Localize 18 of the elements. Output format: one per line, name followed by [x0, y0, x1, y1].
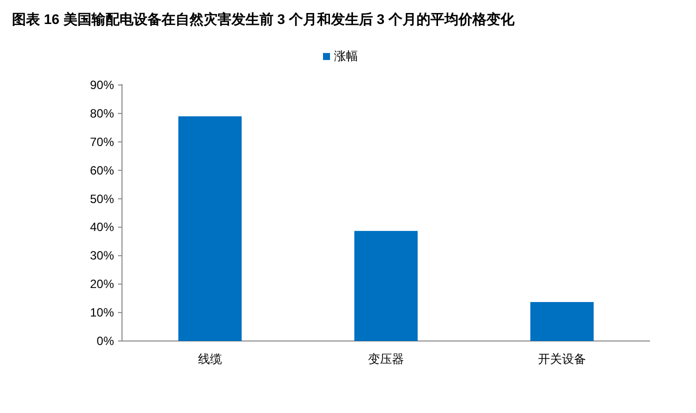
bar — [354, 230, 418, 341]
y-tick-label: 80% — [90, 106, 114, 120]
y-tick-label: 30% — [90, 248, 114, 263]
y-tick-label: 0% — [96, 334, 114, 348]
y-tick-label: 90% — [90, 78, 114, 92]
y-tick-label: 70% — [90, 134, 114, 149]
y-tick-label: 20% — [90, 277, 114, 292]
y-tick-label: 40% — [90, 220, 114, 234]
x-tick-label: 变压器 — [368, 352, 404, 366]
bar — [530, 302, 594, 341]
y-tick-label: 60% — [90, 163, 114, 178]
x-tick-label: 线缆 — [198, 352, 222, 366]
chart-title: 图表 16 美国输配电设备在自然灾害发生前 3 个月和发生后 3 个月的平均价格变化 — [12, 11, 516, 27]
x-tick-label: 开关设备 — [538, 352, 586, 366]
legend-label: 涨幅 — [334, 49, 358, 63]
y-tick-label: 50% — [90, 192, 114, 206]
bar — [178, 116, 242, 341]
y-tick-label: 10% — [90, 306, 114, 320]
